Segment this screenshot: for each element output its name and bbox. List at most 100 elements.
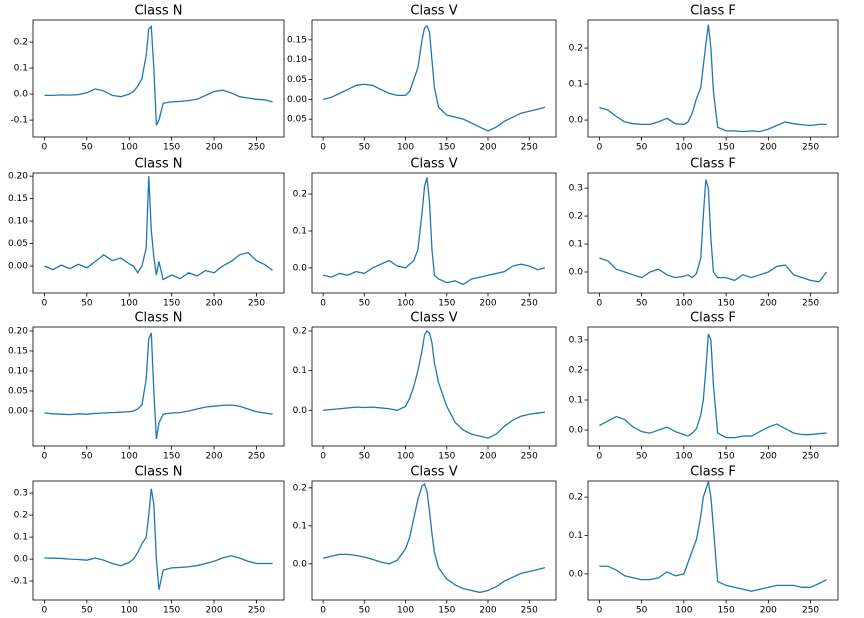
y-tick-label: -0.1 (10, 116, 28, 126)
y-tick-label: 0.0 (293, 559, 308, 569)
y-tick-label: 0.10 (287, 55, 307, 65)
subplot-title: Class N (134, 4, 182, 19)
x-tick-label: 250 (802, 606, 819, 616)
x-tick-label: 0 (42, 143, 48, 153)
y-tick-label: 0.0 (569, 116, 584, 126)
plot-frame (32, 326, 285, 447)
line-series (599, 333, 827, 439)
x-tick-label: 250 (248, 143, 265, 153)
x-tick-label: 100 (121, 606, 138, 616)
x-tick-label: 200 (205, 143, 222, 153)
x-tick-label: 100 (397, 452, 414, 462)
subplot-title: Class F (690, 311, 736, 326)
x-tick-label: 100 (675, 606, 692, 616)
y-tick-label: 0.15 (8, 347, 28, 357)
plot-frame (32, 172, 285, 294)
y-tick-label: 0.0 (14, 90, 29, 100)
y-tick-label: 0.1 (293, 366, 307, 376)
x-tick-label: 0 (596, 299, 602, 309)
y-tick-label: 0.2 (569, 44, 583, 54)
x-tick-label: 50 (359, 299, 371, 309)
x-tick-label: 150 (718, 606, 735, 616)
y-tick-label: 0.1 (293, 226, 307, 236)
y-tick-label: 0.10 (8, 217, 28, 227)
x-tick-label: 200 (760, 606, 777, 616)
y-tick-label: 0.2 (14, 511, 28, 521)
y-tick-label: 0.05 (8, 387, 28, 397)
y-tick-label: 0.00 (287, 95, 307, 105)
plot-frame (311, 19, 557, 138)
x-tick-label: 50 (81, 452, 93, 462)
x-tick-label: 150 (438, 606, 455, 616)
line-series (599, 24, 827, 133)
x-tick-label: 50 (81, 299, 93, 309)
y-tick-label: 0.05 (287, 115, 307, 125)
y-tick-label: 0.2 (569, 365, 583, 375)
x-tick-label: 50 (81, 606, 93, 616)
line-series (322, 177, 546, 286)
plot-frame (32, 480, 285, 601)
subplot-title: Class V (410, 4, 457, 19)
line-series (599, 179, 828, 283)
x-tick-label: 200 (479, 299, 496, 309)
x-tick-label: 200 (479, 143, 496, 153)
line-series (44, 176, 273, 281)
y-tick-label: 0.3 (569, 335, 583, 345)
line-series (322, 482, 546, 594)
y-tick-label: 0.05 (287, 75, 307, 85)
y-tick-label: 0.2 (569, 212, 583, 222)
y-tick-label: 0.1 (569, 396, 583, 406)
y-tick-label: 0.2 (293, 326, 307, 336)
line-series (44, 332, 273, 440)
subplot-title: Class N (134, 157, 182, 172)
x-tick-label: 250 (802, 452, 819, 462)
subplot-title: Class V (410, 465, 457, 480)
x-tick-label: 100 (675, 299, 692, 309)
x-tick-label: 200 (760, 143, 777, 153)
y-tick-label: 0.2 (293, 190, 307, 200)
x-tick-label: 200 (479, 452, 496, 462)
x-tick-label: 250 (521, 299, 538, 309)
x-tick-label: 0 (42, 299, 48, 309)
x-tick-label: 0 (320, 299, 326, 309)
plot-frame (587, 19, 839, 138)
y-tick-label: 0.2 (569, 493, 583, 503)
x-tick-label: 0 (42, 606, 48, 616)
line-series (44, 488, 273, 591)
x-tick-label: 100 (121, 299, 138, 309)
y-tick-label: 0.0 (569, 426, 584, 436)
subplot-title: Class V (410, 311, 457, 326)
x-tick-label: 200 (205, 299, 222, 309)
x-tick-label: 200 (760, 299, 777, 309)
y-tick-label: 0.1 (14, 64, 28, 74)
x-tick-label: 250 (802, 143, 819, 153)
x-tick-label: 150 (718, 299, 735, 309)
x-tick-label: 0 (596, 143, 602, 153)
plot-frame (587, 326, 839, 447)
line-series (323, 330, 545, 439)
y-tick-label: 0.20 (8, 172, 28, 182)
x-tick-label: 100 (675, 452, 692, 462)
y-tick-label: 0.10 (8, 367, 28, 377)
y-tick-label: 0.0 (293, 406, 308, 416)
x-tick-label: 250 (521, 606, 538, 616)
x-tick-label: 100 (121, 143, 138, 153)
x-tick-label: 200 (479, 606, 496, 616)
x-tick-label: 50 (359, 452, 371, 462)
y-tick-label: 0.1 (569, 80, 583, 90)
x-tick-label: 50 (636, 452, 648, 462)
x-tick-label: 150 (163, 606, 180, 616)
y-tick-label: 0.05 (8, 239, 28, 249)
y-tick-label: 0.2 (14, 38, 28, 48)
x-tick-label: 50 (636, 299, 648, 309)
line-series (322, 24, 546, 132)
x-tick-label: 0 (42, 452, 48, 462)
x-tick-label: 150 (718, 452, 735, 462)
x-tick-label: 250 (248, 299, 265, 309)
subplot-title: Class V (410, 157, 457, 172)
subplot-title: Class F (690, 4, 736, 19)
x-tick-label: 0 (320, 143, 326, 153)
y-tick-label: 0.1 (293, 521, 307, 531)
y-tick-label: 0.00 (8, 262, 28, 272)
